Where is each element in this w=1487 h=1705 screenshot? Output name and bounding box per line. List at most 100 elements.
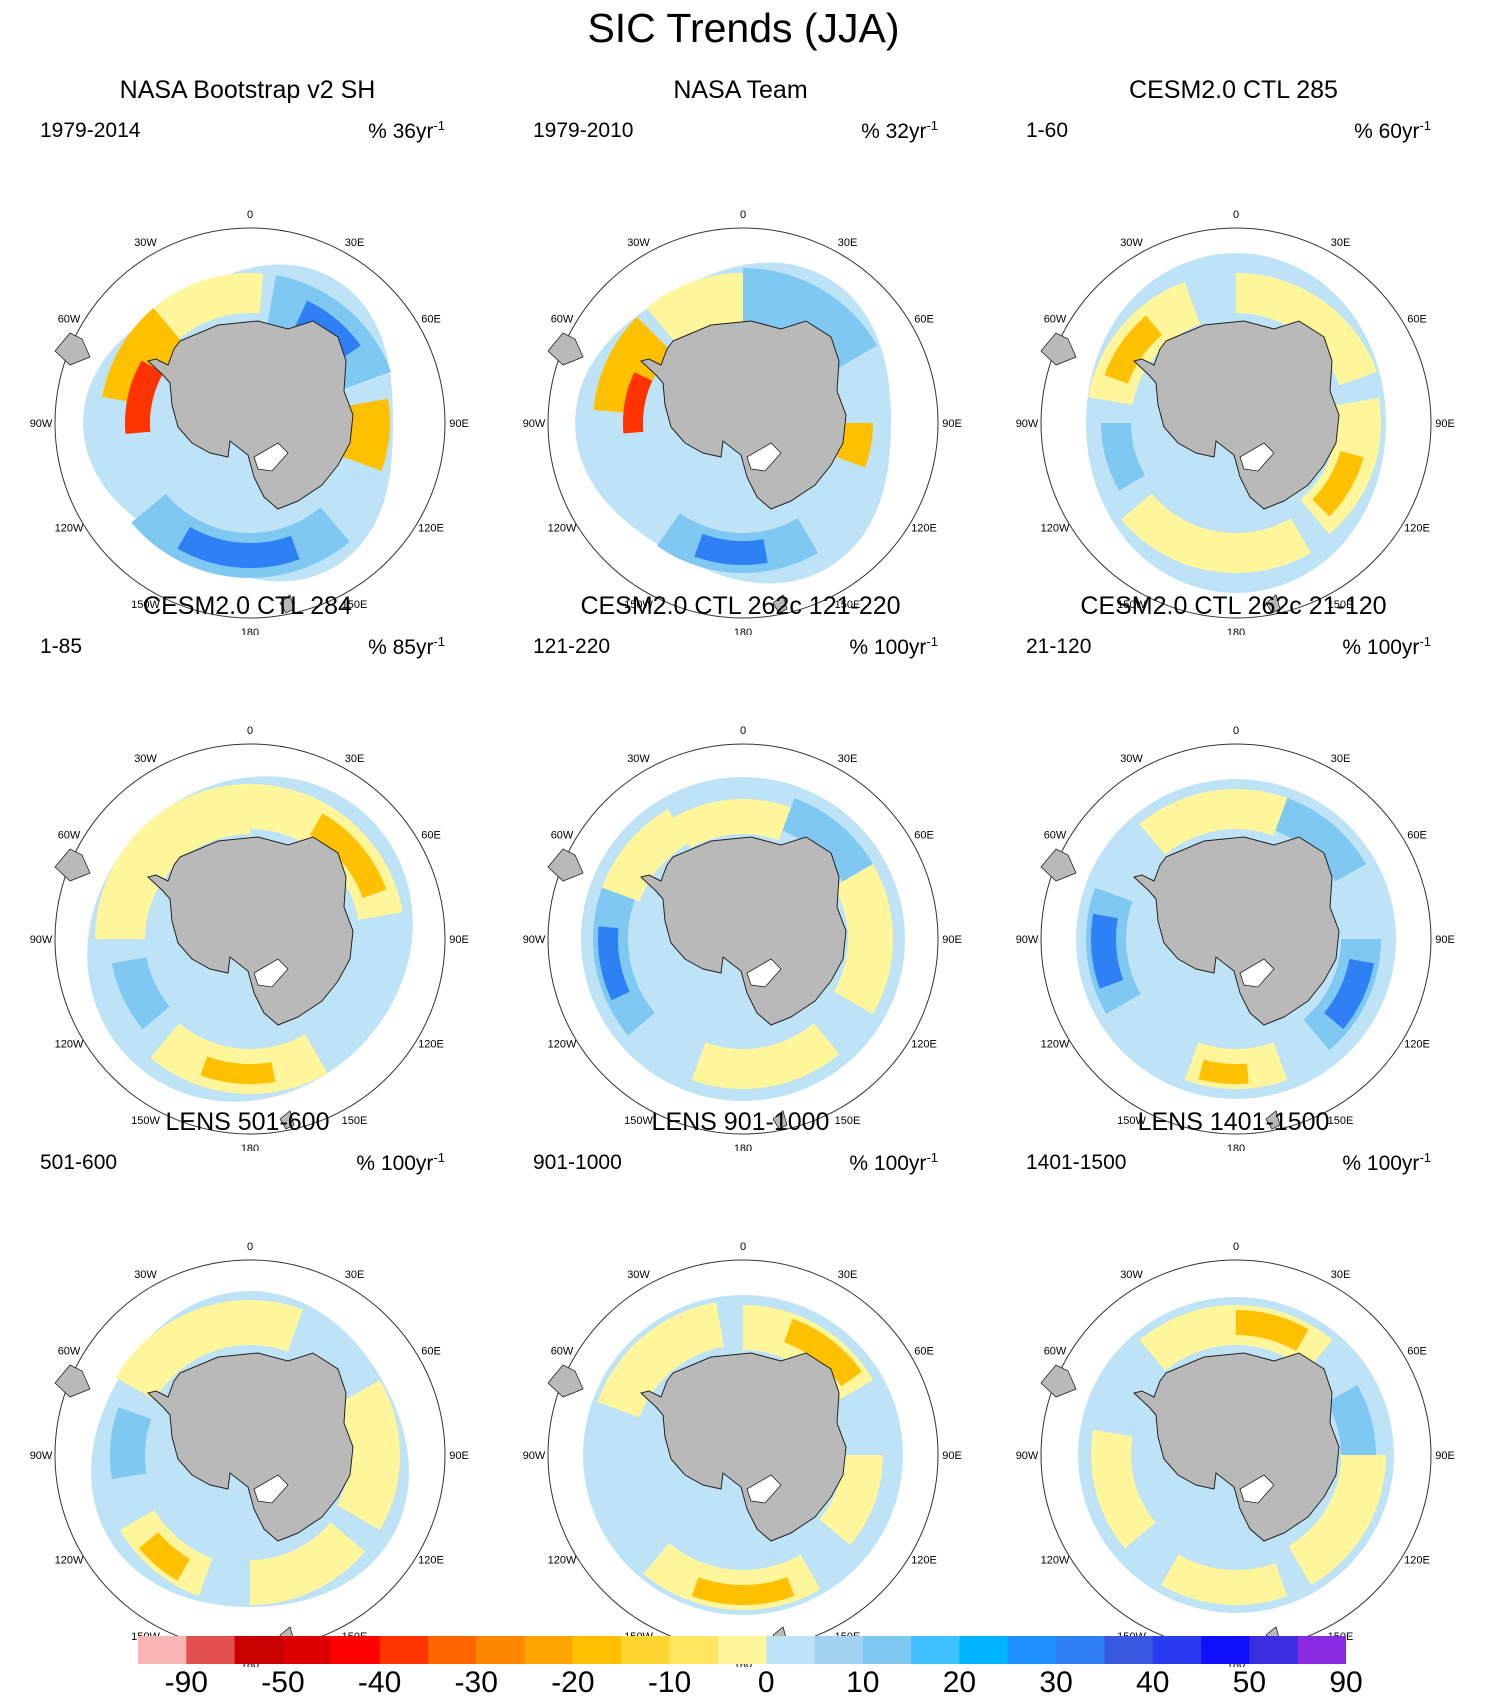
units-text: % 100yr	[849, 1152, 927, 1175]
longitude-label: 150W	[131, 599, 160, 611]
units-exponent: -1	[433, 1150, 445, 1165]
trend-region	[691, 1023, 840, 1089]
longitude-label: 120W	[55, 1555, 84, 1567]
trend-region	[1091, 913, 1124, 989]
units-text: % 85yr	[368, 636, 434, 659]
longitude-label: 150E	[1328, 599, 1354, 611]
trend-region	[837, 423, 873, 468]
longitude-label: 90W	[1016, 418, 1039, 430]
trend-region	[177, 526, 300, 568]
longitude-label: 90W	[30, 1450, 53, 1462]
panel-units: % 100yr-1	[1342, 629, 1431, 661]
colorbar-tick-label: -10	[647, 1666, 692, 1699]
longitude-label: 60E	[914, 830, 934, 842]
figure-title: SIC Trends (JJA)	[587, 5, 900, 51]
colorbar-swatch	[1249, 1636, 1299, 1664]
units-text: % 100yr	[1342, 636, 1420, 659]
south-america-landmass	[1040, 1364, 1077, 1398]
panel-units: % 100yr-1	[1342, 1145, 1431, 1177]
longitude-label: 30W	[627, 237, 650, 249]
map-panel: 0 30E 60E 90E 120E 150E 180 150W 120W 90W 60W 30W NA…	[493, 75, 988, 635]
longitude-label: 60E	[421, 1346, 441, 1358]
antarctica-landmass	[639, 836, 847, 1026]
trend-region	[95, 784, 250, 939]
panel-title: LENS 901-1000	[651, 1108, 830, 1136]
longitude-label: 120E	[418, 1555, 444, 1567]
trend-region	[1104, 315, 1163, 384]
trend-region	[673, 799, 791, 849]
map-panel: 0 30E 60E 90E 120E 150E 180 150W 120W 90W 60W 30W CE…	[986, 591, 1481, 1151]
longitude-label: 90E	[1435, 934, 1455, 946]
map-panel: 0 30E 60E 90E 120E 150E 180 150W 120W 90W 60W 30W NA…	[0, 75, 495, 635]
longitude-label: 120E	[1404, 1555, 1430, 1567]
longitude-label: 150E	[1328, 1115, 1354, 1127]
panel-period: 501-600	[40, 1151, 118, 1174]
antarctica-landmass	[639, 1352, 847, 1542]
colorbar-swatch	[621, 1636, 671, 1664]
longitude-label: 120W	[1041, 523, 1070, 535]
new-zealand-landmass	[279, 1110, 295, 1130]
longitude-label: 30E	[838, 1269, 858, 1281]
panel-period: 1-60	[1026, 119, 1069, 142]
longitude-label: 180	[241, 1143, 259, 1151]
longitude-label: 120E	[418, 523, 444, 535]
trend-region	[1091, 1429, 1156, 1549]
longitude-label: 120W	[548, 1039, 577, 1051]
longitude-label: 30W	[1120, 237, 1143, 249]
colorbar-swatch	[234, 1636, 284, 1664]
colorbar-swatch	[766, 1636, 815, 1664]
panel-period: 1-85	[40, 635, 83, 658]
longitude-label: 30W	[134, 237, 157, 249]
longitude-label: 60E	[914, 314, 934, 326]
longitude-label: 120E	[1404, 523, 1430, 535]
longitude-label: 30E	[345, 753, 365, 765]
longitude-label: 180	[734, 1143, 752, 1151]
longitude-label: 90E	[942, 1450, 962, 1462]
colorbar-swatch	[911, 1636, 960, 1664]
longitude-label: 60E	[1407, 830, 1427, 842]
longitude-label: 150W	[624, 1115, 653, 1127]
trend-region	[125, 360, 164, 434]
longitude-label: 90W	[30, 934, 53, 946]
longitude-label: 150W	[624, 599, 653, 611]
panel-units: % 85yr-1	[368, 629, 445, 661]
colorbar-swatch	[959, 1636, 1009, 1664]
trend-region	[110, 1407, 152, 1480]
units-exponent: -1	[926, 1150, 938, 1165]
map-panel: 0 30E 60E 90E 120E 150E 180 150W 120W 90W 60W 30W LE…	[986, 1107, 1481, 1667]
longitude-label: 120E	[1404, 1039, 1430, 1051]
map-panel: 0 30E 60E 90E 120E 150E 180 150W 120W 90W 60W 30W LE…	[0, 1107, 495, 1667]
longitude-label: 90E	[1435, 418, 1455, 430]
trend-region	[646, 273, 743, 347]
trend-region	[1101, 423, 1146, 491]
panel-title: LENS 1401-1500	[1137, 1108, 1330, 1136]
longitude-label: 0	[247, 725, 253, 737]
colorbar-tick-label: 40	[1136, 1666, 1170, 1699]
colorbar-swatch	[138, 1636, 187, 1664]
colorbar-swatch	[1007, 1636, 1057, 1664]
longitude-label: 90W	[523, 418, 546, 430]
longitude-label: 120E	[911, 1555, 937, 1567]
longitude-label: 120E	[911, 523, 937, 535]
longitude-label: 0	[740, 209, 746, 221]
longitude-label: 30E	[345, 1269, 365, 1281]
trend-region	[1121, 493, 1311, 573]
colorbar-tick-label: -50	[261, 1666, 305, 1699]
trend-region	[593, 316, 673, 415]
longitude-label: 30W	[134, 1269, 157, 1281]
colorbar-tick-label: -20	[551, 1666, 595, 1699]
panel-period: 1979-2014	[40, 119, 141, 142]
longitude-label: 60W	[551, 314, 574, 326]
trend-region	[833, 864, 893, 1014]
panel-title: CESM2.0 CTL 285	[1129, 76, 1338, 104]
longitude-label: 120W	[55, 1039, 84, 1051]
units-exponent: -1	[926, 634, 938, 649]
units-exponent: -1	[926, 118, 938, 133]
trend-region	[1139, 789, 1288, 855]
trend-region	[336, 1380, 400, 1530]
longitude-label: 30E	[838, 753, 858, 765]
longitude-label: 30E	[1331, 237, 1351, 249]
antarctica-landmass	[146, 1352, 354, 1542]
